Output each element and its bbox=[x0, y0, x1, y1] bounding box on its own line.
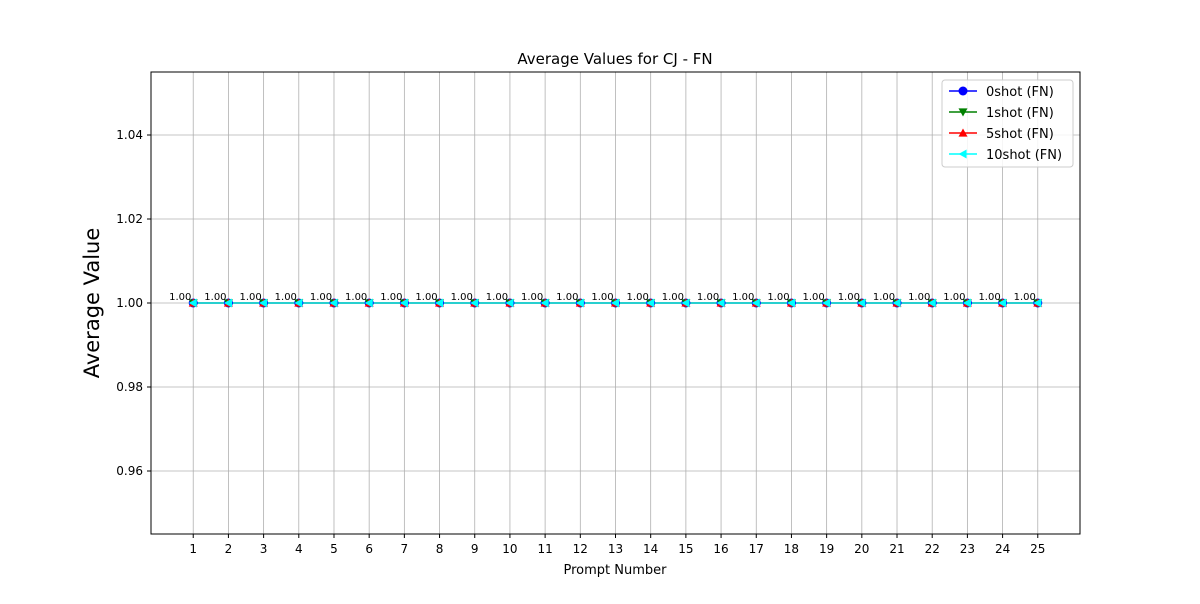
series-point bbox=[470, 298, 479, 308]
data-label: 1.00 bbox=[838, 292, 860, 303]
y-tick-label: 1.02 bbox=[116, 212, 143, 226]
data-label: 1.00 bbox=[169, 292, 191, 303]
data-label: 1.00 bbox=[380, 292, 402, 303]
data-label: 1.00 bbox=[521, 292, 543, 303]
x-tick-label: 25 bbox=[1030, 542, 1045, 556]
series-point bbox=[575, 298, 584, 308]
data-label: 1.00 bbox=[451, 292, 473, 303]
y-tick-label: 1.04 bbox=[116, 128, 143, 142]
data-labels: 1.00 1.00 1.00 1.00 1.00 1.00 1.00 1.00 1.00 1.00… bbox=[169, 292, 1036, 303]
series-point bbox=[294, 298, 303, 308]
data-label: 1.00 bbox=[591, 292, 613, 303]
y-tick-label: 1.00 bbox=[116, 296, 143, 310]
series-point bbox=[505, 298, 514, 308]
x-axis-label: Prompt Number bbox=[564, 563, 668, 578]
series-point bbox=[540, 298, 549, 308]
series-point bbox=[611, 298, 620, 308]
x-tick-label: 20 bbox=[854, 542, 869, 556]
y-tick-label: 0.96 bbox=[116, 464, 143, 478]
chart-title: Average Values for CJ - FN bbox=[517, 50, 712, 68]
series-point bbox=[223, 298, 233, 308]
legend-label: 10shot (FN) bbox=[986, 148, 1062, 163]
data-label: 1.00 bbox=[873, 292, 895, 303]
series-point bbox=[681, 298, 690, 308]
x-tick-label: 12 bbox=[573, 542, 588, 556]
legend-marker bbox=[958, 86, 968, 96]
series-point bbox=[822, 298, 831, 308]
x-tick-label: 18 bbox=[784, 542, 799, 556]
data-label: 1.00 bbox=[627, 292, 649, 303]
x-tick-label: 15 bbox=[678, 542, 693, 556]
y-axis: 0.96 0.98 1.00 1.02 1.04 bbox=[116, 128, 151, 478]
series-point bbox=[188, 298, 197, 308]
x-tick-label: 22 bbox=[925, 542, 940, 556]
x-tick-label: 3 bbox=[260, 542, 268, 556]
data-label: 1.00 bbox=[908, 292, 930, 303]
x-tick-label: 1 bbox=[189, 542, 197, 556]
data-label: 1.00 bbox=[943, 292, 965, 303]
series-point bbox=[259, 298, 268, 308]
x-tick-label: 17 bbox=[749, 542, 764, 556]
series-point bbox=[998, 298, 1007, 308]
x-tick-label: 9 bbox=[471, 542, 479, 556]
series-point bbox=[751, 298, 760, 308]
data-label: 1.00 bbox=[662, 292, 684, 303]
data-label: 1.00 bbox=[275, 292, 297, 303]
data-label: 1.00 bbox=[978, 292, 1000, 303]
x-tick-label: 4 bbox=[295, 542, 303, 556]
legend-marker bbox=[958, 149, 967, 159]
series-markers bbox=[188, 298, 1043, 308]
x-tick-label: 6 bbox=[365, 542, 373, 556]
data-label: 1.00 bbox=[556, 292, 578, 303]
x-tick-label: 13 bbox=[608, 542, 623, 556]
data-label: 1.00 bbox=[697, 292, 719, 303]
y-tick-label: 0.98 bbox=[116, 380, 143, 394]
x-tick-label: 10 bbox=[502, 542, 517, 556]
data-label: 1.00 bbox=[204, 292, 226, 303]
series-point bbox=[892, 298, 901, 308]
series-point bbox=[1033, 298, 1042, 308]
x-tick-label: 14 bbox=[643, 542, 658, 556]
series-point bbox=[927, 298, 936, 308]
series-point bbox=[962, 298, 971, 308]
x-tick-label: 8 bbox=[436, 542, 444, 556]
x-tick-label: 23 bbox=[960, 542, 975, 556]
x-tick-label: 5 bbox=[330, 542, 338, 556]
data-label: 1.00 bbox=[310, 292, 332, 303]
series-point bbox=[329, 298, 338, 308]
series-point bbox=[786, 298, 796, 308]
data-label: 1.00 bbox=[767, 292, 789, 303]
x-tick-label: 19 bbox=[819, 542, 834, 556]
legend-label: 5shot (FN) bbox=[986, 127, 1054, 142]
data-label: 1.00 bbox=[803, 292, 825, 303]
y-axis-label: Average Value bbox=[80, 228, 104, 379]
x-axis: 1 2 3 4 5 6 7 8 9 10 11 12 13 14 15 16 17 18 19 20 21 22 23 24 2… bbox=[189, 534, 1045, 556]
series-point bbox=[646, 298, 655, 308]
x-tick-label: 16 bbox=[713, 542, 728, 556]
series-point bbox=[364, 298, 373, 308]
legend-marker bbox=[958, 108, 968, 117]
legend-marker bbox=[958, 128, 968, 137]
series-point bbox=[435, 298, 444, 308]
data-label: 1.00 bbox=[345, 292, 367, 303]
x-tick-label: 24 bbox=[995, 542, 1010, 556]
series-point bbox=[857, 298, 866, 308]
data-label: 1.00 bbox=[1014, 292, 1036, 303]
series-point bbox=[716, 298, 725, 308]
x-tick-label: 21 bbox=[889, 542, 904, 556]
series-point bbox=[399, 298, 408, 308]
data-label: 1.00 bbox=[415, 292, 437, 303]
x-tick-label: 2 bbox=[225, 542, 233, 556]
x-tick-label: 11 bbox=[537, 542, 552, 556]
legend-box bbox=[941, 79, 1074, 168]
data-label: 1.00 bbox=[486, 292, 508, 303]
legend-label: 0shot (FN) bbox=[986, 85, 1054, 100]
x-tick-label: 7 bbox=[401, 542, 409, 556]
legend-label: 1shot (FN) bbox=[986, 106, 1054, 121]
data-label: 1.00 bbox=[239, 292, 261, 303]
data-label: 1.00 bbox=[732, 292, 754, 303]
legend: 0shot (FN) 1shot (FN) 5shot (FN) 10shot (FN… bbox=[941, 79, 1074, 168]
